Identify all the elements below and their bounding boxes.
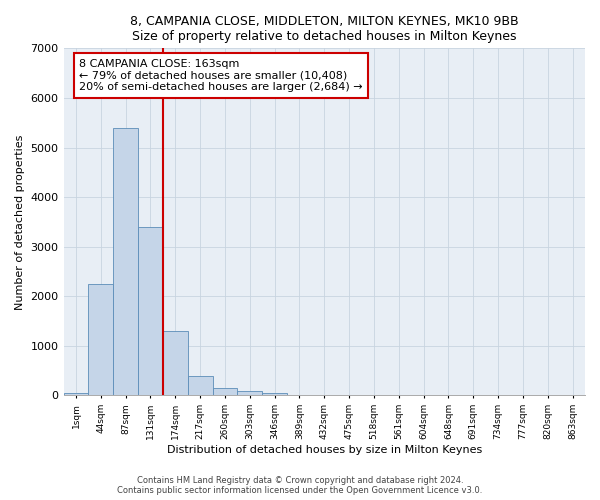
Bar [88,284,113,396]
Bar [64,392,88,396]
Bar [163,331,188,396]
Bar [238,392,262,396]
X-axis label: Distribution of detached houses by size in Milton Keynes: Distribution of detached houses by size … [167,445,482,455]
Bar [113,128,138,396]
Text: Contains HM Land Registry data © Crown copyright and database right 2024.
Contai: Contains HM Land Registry data © Crown c… [118,476,482,495]
Title: 8, CAMPANIA CLOSE, MIDDLETON, MILTON KEYNES, MK10 9BB
Size of property relative : 8, CAMPANIA CLOSE, MIDDLETON, MILTON KEY… [130,15,518,43]
Bar [212,388,238,396]
Bar [188,376,212,396]
Bar [138,227,163,396]
Y-axis label: Number of detached properties: Number of detached properties [15,134,25,310]
Text: 8 CAMPANIA CLOSE: 163sqm
← 79% of detached houses are smaller (10,408)
20% of se: 8 CAMPANIA CLOSE: 163sqm ← 79% of detach… [79,58,363,92]
Bar [262,394,287,396]
